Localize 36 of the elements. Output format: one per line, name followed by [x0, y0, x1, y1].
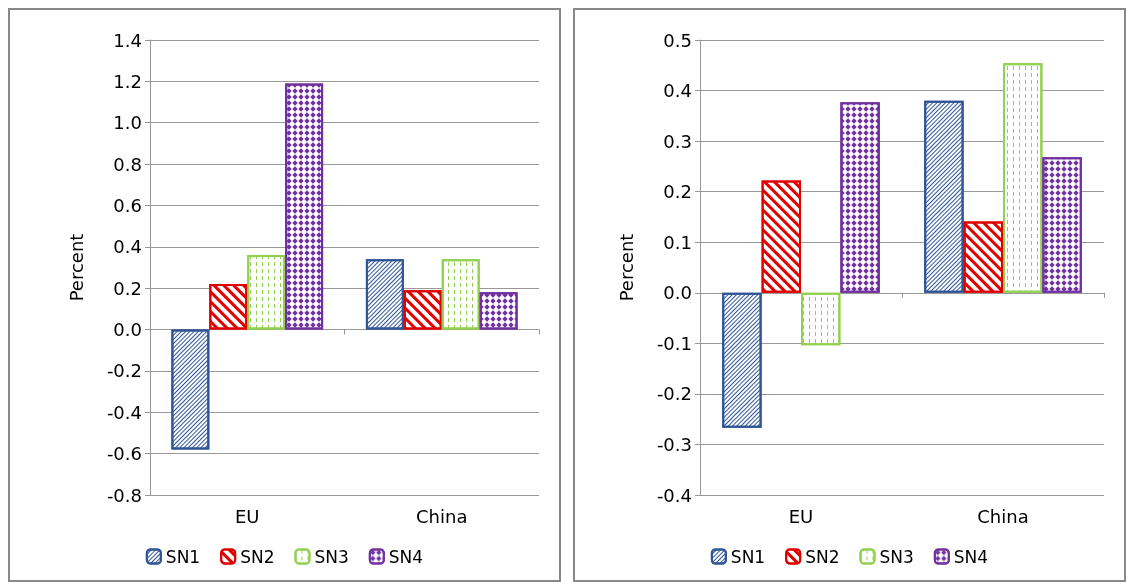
legend-label: SN1	[730, 546, 766, 567]
legend-label: SN4	[953, 546, 989, 567]
y-axis-title: Percent	[65, 233, 87, 302]
y-tick-label: 0.5	[663, 29, 692, 51]
y-tick-label: 0.0	[113, 319, 142, 341]
y-tick-label: 0.4	[113, 236, 142, 258]
x-tick-label: EU	[234, 505, 260, 527]
y-tick-label: 1.0	[113, 112, 142, 134]
y-tick-label: 0.6	[113, 194, 142, 216]
y-tick-label: -0.4	[106, 401, 142, 423]
legend-label: SN3	[314, 546, 349, 567]
legend-label: SN1	[165, 546, 201, 567]
legend-label: SN4	[388, 546, 424, 567]
y-tick-label: 0.3	[663, 130, 692, 152]
x-tick-label: EU	[788, 505, 814, 527]
y-tick-label: -0.2	[656, 383, 692, 405]
legend-label: SN2	[240, 546, 275, 567]
legend-label: SN2	[805, 546, 840, 567]
y-tick-label: -0.1	[656, 332, 692, 354]
y-tick-label: -0.2	[106, 360, 142, 382]
y-tick-label: -0.8	[106, 484, 142, 506]
y-tick-label: -0.3	[656, 433, 692, 455]
y-tick-label: 1.2	[113, 70, 142, 92]
y-tick-label: 1.4	[113, 29, 142, 51]
y-tick-label: -0.4	[656, 484, 692, 506]
x-tick-label: China	[416, 505, 468, 527]
y-tick-label: 0.4	[663, 80, 692, 102]
y-tick-label: 0.2	[663, 181, 692, 203]
x-tick-label: China	[977, 505, 1029, 527]
y-tick-label: 0.0	[663, 282, 692, 304]
y-axis-title: Percent	[615, 233, 637, 302]
y-tick-label: -0.6	[106, 443, 142, 465]
legend-label: SN3	[879, 546, 914, 567]
y-tick-label: 0.2	[113, 277, 142, 299]
y-tick-label: 0.8	[113, 153, 142, 175]
y-tick-label: 0.1	[663, 231, 692, 253]
